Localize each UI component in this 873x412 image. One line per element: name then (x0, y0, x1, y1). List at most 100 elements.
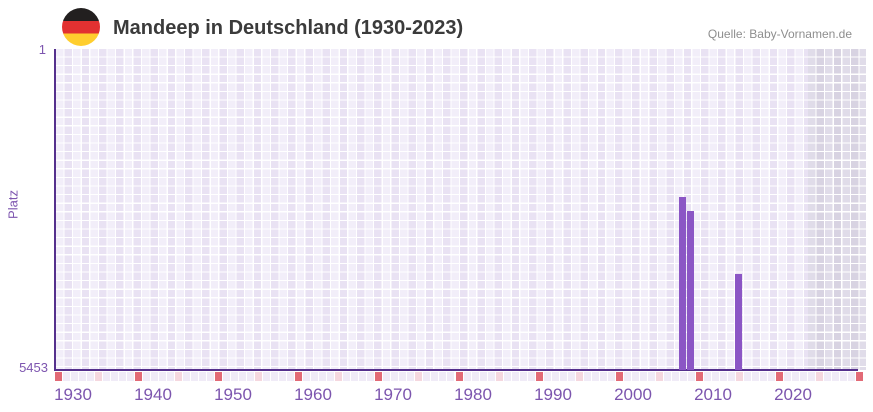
year-marker (800, 372, 807, 381)
decade-marker (135, 372, 142, 381)
year-marker (592, 372, 599, 381)
year-marker (239, 372, 246, 381)
year-marker (840, 372, 847, 381)
year-marker (544, 372, 551, 381)
half-decade-marker (576, 372, 583, 381)
year-marker (383, 372, 390, 381)
year-marker (311, 372, 318, 381)
year-marker (423, 372, 430, 381)
year-marker (79, 372, 86, 381)
decade-marker (375, 372, 382, 381)
bar-2008[interactable] (679, 197, 686, 370)
x-tick-label-1930: 1930 (54, 385, 92, 404)
year-marker (520, 372, 527, 381)
x-tick-label-2000: 2000 (614, 385, 652, 404)
year-marker (151, 372, 158, 381)
year-marker (367, 372, 374, 381)
year-marker (63, 372, 70, 381)
year-marker (103, 372, 110, 381)
decade-marker (856, 372, 863, 381)
x-tick-label-1980: 1980 (454, 385, 492, 404)
year-marker (207, 372, 214, 381)
year-marker (728, 372, 735, 381)
year-marker (472, 372, 479, 381)
bar-2009[interactable] (687, 211, 694, 370)
year-marker (848, 372, 855, 381)
decade-marker (55, 372, 62, 381)
year-marker (431, 372, 438, 381)
year-marker (343, 372, 350, 381)
y-axis-title: Platz (5, 190, 21, 219)
x-tick-label-1970: 1970 (374, 385, 412, 404)
year-marker (792, 372, 799, 381)
year-marker (760, 372, 767, 381)
bar-2015[interactable] (735, 274, 742, 370)
year-marker (568, 372, 575, 381)
year-marker (263, 372, 270, 381)
year-marker (744, 372, 751, 381)
year-marker (359, 372, 366, 381)
year-marker (231, 372, 238, 381)
x-tick-label-2010: 2010 (694, 385, 732, 404)
half-decade-marker (415, 372, 422, 381)
year-marker (664, 372, 671, 381)
year-marker (167, 372, 174, 381)
year-marker (399, 372, 406, 381)
half-decade-marker (335, 372, 342, 381)
year-marker (439, 372, 446, 381)
year-marker (119, 372, 126, 381)
half-decade-marker (736, 372, 743, 381)
half-decade-marker (255, 372, 262, 381)
x-tick-label-1960: 1960 (294, 385, 332, 404)
decade-marker (696, 372, 703, 381)
year-marker (199, 372, 206, 381)
year-marker (159, 372, 166, 381)
year-marker (447, 372, 454, 381)
chart-title: Mandeep in Deutschland (1930-2023) (113, 17, 464, 39)
half-decade-marker (656, 372, 663, 381)
year-marker (688, 372, 695, 381)
year-marker (832, 372, 839, 381)
half-decade-marker (175, 372, 182, 381)
year-marker (279, 372, 286, 381)
year-marker (600, 372, 607, 381)
year-marker (632, 372, 639, 381)
year-marker (504, 372, 511, 381)
x-tick-label-2020: 2020 (774, 385, 812, 404)
year-marker (407, 372, 414, 381)
year-marker (327, 372, 334, 381)
decade-marker (536, 372, 543, 381)
year-marker (640, 372, 647, 381)
y-axis-line (54, 49, 56, 371)
year-marker (712, 372, 719, 381)
future-shaded-region (808, 49, 866, 370)
year-marker (287, 372, 294, 381)
year-marker (183, 372, 190, 381)
year-marker (704, 372, 711, 381)
year-marker (824, 372, 831, 381)
german-flag-icon (62, 8, 100, 46)
year-marker (480, 372, 487, 381)
year-marker (71, 372, 78, 381)
x-axis-line (54, 369, 858, 371)
half-decade-marker (816, 372, 823, 381)
decade-marker (456, 372, 463, 381)
x-tick-label-1990: 1990 (534, 385, 572, 404)
year-marker (143, 372, 150, 381)
half-decade-marker (95, 372, 102, 381)
year-marker (191, 372, 198, 381)
year-marker (87, 372, 94, 381)
year-marker (391, 372, 398, 381)
year-marker (512, 372, 519, 381)
x-tick-label-1950: 1950 (214, 385, 252, 404)
year-marker (223, 372, 230, 381)
year-marker (720, 372, 727, 381)
y-tick-label-top: 1 (38, 42, 46, 57)
plot-area (56, 49, 866, 370)
year-marker (584, 372, 591, 381)
year-marker (528, 372, 535, 381)
year-marker (247, 372, 254, 381)
year-marker (303, 372, 310, 381)
year-marker (111, 372, 118, 381)
